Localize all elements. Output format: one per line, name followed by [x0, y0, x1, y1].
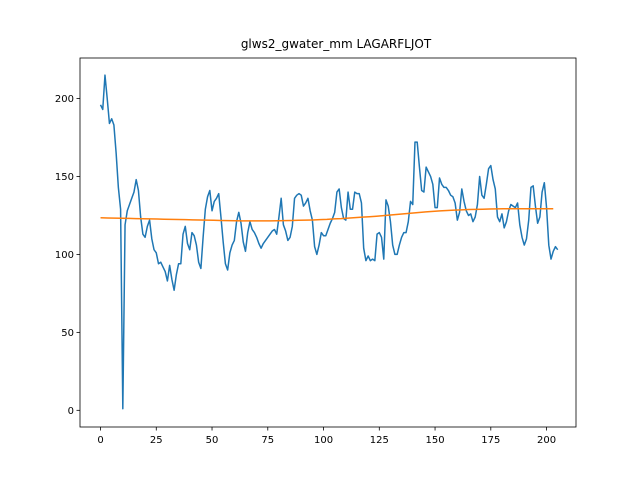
- plot-area: [99, 74, 559, 410]
- x-tick-label: 100: [314, 435, 333, 446]
- y-tick-label: 100: [55, 250, 74, 261]
- series-line-2: [100, 208, 554, 222]
- chart-title: glws2_gwater_mm LAGARFLJOT: [241, 37, 432, 51]
- axes-layer: 0 25 50 75 100 125 150 175 200 0 50 100 150 200: [55, 94, 556, 446]
- x-tick-label: 200: [537, 435, 556, 446]
- y-tick-label: 50: [61, 328, 74, 339]
- x-tick-label: 25: [150, 435, 163, 446]
- y-tick-label: 200: [55, 94, 74, 105]
- y-tick-label: 0: [68, 406, 74, 417]
- y-tick-label: 150: [55, 172, 74, 183]
- plot-frame: [79, 57, 577, 428]
- x-tick-label: 150: [426, 435, 445, 446]
- x-tick-label: 75: [261, 435, 274, 446]
- x-tick-label: 50: [206, 435, 219, 446]
- series-layer: [99, 74, 559, 410]
- x-tick-label: 0: [97, 435, 103, 446]
- x-tick-label: 175: [481, 435, 500, 446]
- series-line-1: [99, 74, 559, 410]
- x-tick-label: 125: [370, 435, 389, 446]
